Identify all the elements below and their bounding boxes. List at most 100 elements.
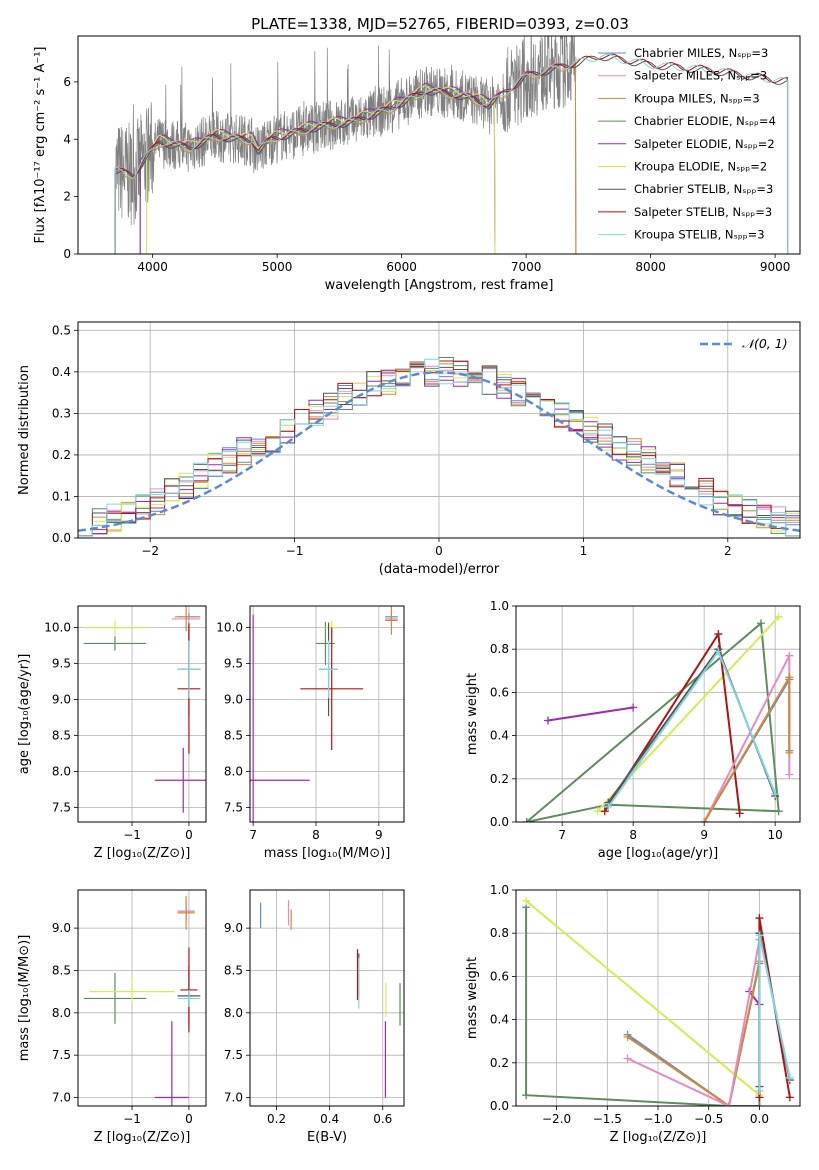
- weight-marker: [629, 703, 638, 712]
- mass_vs_ebv-panel: 0.2 0.4 0.6 7.0 7.5 8.0 8.5 9.0 E(B-V): [224, 889, 405, 1145]
- weight-marker: [604, 802, 613, 811]
- weight-marker: [543, 716, 552, 725]
- y-tick-label: 4: [63, 132, 71, 146]
- weight-line: [525, 900, 761, 1096]
- weight-line: [603, 631, 741, 814]
- x-tick-label: 8: [312, 828, 320, 842]
- x-tick-label: 8: [629, 828, 637, 842]
- y-tick-label: 2: [63, 190, 71, 204]
- weight-marker: [785, 651, 794, 660]
- plot-frame: [515, 889, 801, 1107]
- weight-marker: [623, 1054, 632, 1063]
- residuals-plot-area: [78, 357, 800, 537]
- x-tick-label: 7: [249, 828, 257, 842]
- y-tick-label: 0.1: [52, 489, 71, 503]
- weight-marker: [785, 673, 794, 682]
- y-axis-label: Normed distribution: [17, 365, 32, 495]
- weight_vs_Z-plot-area: [522, 896, 794, 1106]
- y-tick-label: 0.6: [490, 969, 509, 983]
- weight-line: [627, 961, 761, 1106]
- x-tick-label: 0.6: [373, 1112, 392, 1126]
- x-tick-label: 0: [435, 544, 443, 558]
- y-tick-label: 8.0: [224, 1006, 243, 1020]
- y-tick-label: 9.5: [224, 657, 243, 671]
- y-tick-label: 7.5: [52, 1048, 71, 1062]
- legend-label: 𝒩(0, 1): [742, 336, 788, 351]
- y-tick-label: 1.0: [490, 599, 509, 613]
- x-tick-label: 7: [558, 828, 566, 842]
- mass_vs_ebv-plot-area: [260, 900, 401, 1098]
- y-tick-label: 0.4: [490, 1013, 509, 1027]
- y-tick-label: 0.2: [490, 772, 509, 786]
- mass_vs_Z-plot-area: [83, 895, 201, 1106]
- x-axis-label: Z [log₁₀(Z/Z⊙)]: [610, 1130, 707, 1145]
- x-axis-label: wavelength [Angstrom, rest frame]: [325, 278, 554, 293]
- x-axis-label: age [log₁₀(age/yr)]: [598, 846, 719, 861]
- normal-curve: [78, 371, 800, 532]
- plot-frame: [77, 605, 207, 823]
- y-tick-label: 0.5: [52, 323, 71, 337]
- x-tick-label: −1: [123, 1112, 141, 1126]
- y-tick-label: 0.0: [490, 815, 509, 829]
- weight-marker: [755, 1102, 764, 1106]
- x-tick-label: 4000: [137, 260, 168, 274]
- y-axis-label: age [log₁₀(age/yr)]: [17, 654, 32, 775]
- y-tick-label: 9.0: [52, 693, 71, 707]
- x-tick-label: −2: [141, 544, 159, 558]
- plot-frame: [249, 605, 405, 823]
- weight_vs_Z-panel: −2.0 −1.5 −1.0 −0.5 0.0 0.0 0.2 0.4 0.6 0.8 1.0 Z […: [465, 883, 801, 1145]
- y-tick-label: 7.5: [52, 801, 71, 815]
- y-tick-label: 7.0: [52, 1091, 71, 1105]
- weight-marker: [623, 1032, 632, 1041]
- spectrum-data-line: [114, 36, 577, 226]
- y-tick-label: 0.2: [52, 448, 71, 462]
- x-tick-label: −2.0: [542, 1112, 571, 1126]
- x-tick-label: −1.5: [593, 1112, 622, 1126]
- y-axis-label: mass weight: [465, 957, 480, 1039]
- x-tick-label: −1: [123, 828, 141, 842]
- x-axis-label: Z [log₁₀(Z/Z⊙)]: [94, 846, 191, 861]
- x-axis-label: Z [log₁₀(Z/Z⊙)]: [94, 1130, 191, 1145]
- weight-marker: [785, 770, 794, 779]
- legend-label: Kroupa MILES, Nₛₚₚ=3: [634, 91, 760, 105]
- y-tick-label: 8.0: [52, 1006, 71, 1020]
- y-tick-label: 9.0: [52, 921, 71, 935]
- plot-frame: [77, 889, 207, 1107]
- y-tick-label: 0.2: [490, 1056, 509, 1070]
- weight-marker: [755, 914, 764, 923]
- weight-marker: [785, 748, 794, 757]
- weight-marker: [755, 1086, 764, 1095]
- y-tick-label: 0.4: [490, 729, 509, 743]
- weight-marker: [755, 931, 764, 940]
- legend-label: Chabrier STELIB, Nₛₚₚ=3: [634, 182, 773, 196]
- weight-marker: [700, 818, 709, 822]
- y-axis-label: mass weight: [465, 673, 480, 755]
- weight-marker: [756, 619, 765, 628]
- weight-marker: [771, 789, 780, 798]
- y-tick-label: 9.0: [224, 921, 243, 935]
- residuals-panel: −2 −1 0 1 2 0.0 0.1 0.2 0.3 0.4 0.5 (data-model)/er…: [17, 321, 801, 577]
- spectrum-model-line: [114, 60, 577, 254]
- weight_vs_age-plot-area: [522, 612, 794, 822]
- histogram-step: [78, 358, 800, 537]
- y-tick-label: 0.0: [52, 531, 71, 545]
- y-axis-label: mass [log₁₀(M/M⊙)]: [17, 935, 32, 1062]
- x-tick-label: 9000: [760, 260, 791, 274]
- x-tick-label: 10: [768, 828, 783, 842]
- y-tick-label: 8.0: [224, 765, 243, 779]
- age_vs_Z-panel: −1 0 7.5 8.0 8.5 9.0 9.5 10.0 Z [log₁₀(Z/Z⊙)] age…: [17, 605, 207, 861]
- figure-title: PLATE=1338, MJD=52765, FIBERID=0393, z=0…: [251, 15, 629, 33]
- y-tick-label: 0.8: [490, 926, 509, 940]
- x-tick-label: −0.5: [694, 1112, 723, 1126]
- weight-marker: [522, 896, 531, 905]
- x-axis-label: mass [log₁₀(M/M⊙)]: [264, 846, 391, 861]
- weight-marker: [774, 612, 783, 621]
- spectrum-model-line: [114, 53, 789, 254]
- y-tick-label: 0.3: [52, 406, 71, 420]
- y-tick-label: 8.5: [224, 963, 243, 977]
- weight-line: [748, 990, 761, 1006]
- weight-marker: [785, 1073, 794, 1082]
- y-tick-label: 0.8: [490, 642, 509, 656]
- weight-marker: [714, 630, 723, 639]
